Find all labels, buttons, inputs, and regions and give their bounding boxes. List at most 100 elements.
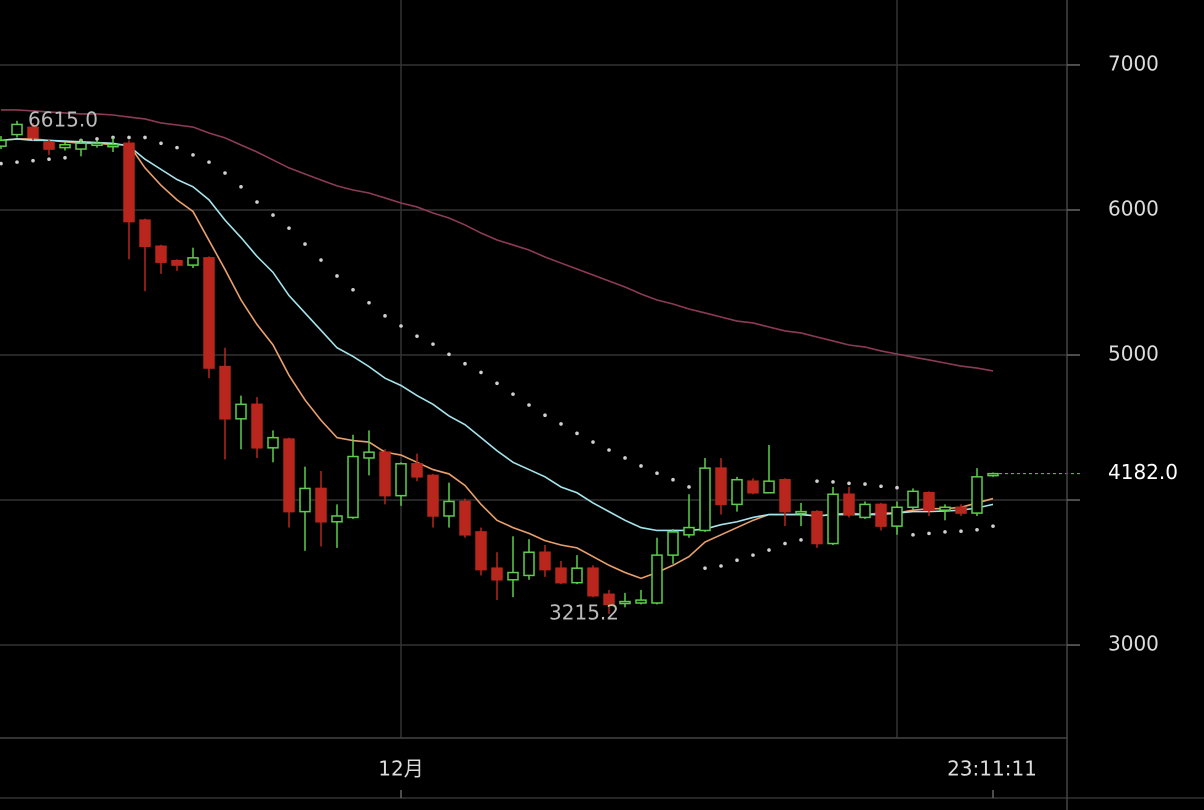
indicator-dot xyxy=(495,381,499,386)
candle-body xyxy=(475,531,487,571)
candle-body xyxy=(923,492,935,511)
indicator-dot xyxy=(63,155,67,160)
indicator-dot xyxy=(895,485,899,490)
candle-body xyxy=(27,126,39,139)
candle-body xyxy=(827,493,839,545)
indicator-dot xyxy=(783,541,787,546)
indicator-dot xyxy=(863,482,867,486)
x-tick-label: 12月 xyxy=(378,757,423,781)
time-label: 23:11:11 xyxy=(947,757,1037,781)
indicator-dot xyxy=(175,145,179,150)
candle-body xyxy=(955,506,967,514)
candle-body xyxy=(811,510,823,545)
candle-body xyxy=(0,139,7,147)
candle-body xyxy=(187,257,199,266)
indicator-dot xyxy=(719,564,723,568)
candle-body xyxy=(875,503,887,527)
indicator-dot xyxy=(607,448,611,452)
candle-body xyxy=(11,123,23,136)
candle-body xyxy=(123,142,135,223)
indicator-dot xyxy=(0,161,3,166)
indicator-dot xyxy=(543,413,547,417)
candle-body xyxy=(91,142,103,147)
y-tick-label: 6000 xyxy=(1108,196,1159,220)
indicator-dot xyxy=(879,484,883,489)
indicator-dot xyxy=(431,342,435,346)
indicator-dot xyxy=(527,403,531,407)
indicator-dot xyxy=(623,456,627,460)
indicator-dot xyxy=(127,135,131,140)
candle-body xyxy=(75,142,87,150)
candle-body xyxy=(331,515,343,523)
candle-body xyxy=(139,219,151,247)
candle-body xyxy=(283,438,295,513)
candle-body xyxy=(43,141,55,150)
indicator-dot xyxy=(159,141,163,146)
candle-body xyxy=(763,480,775,494)
moving-average-line xyxy=(1,109,994,372)
grid xyxy=(0,0,1067,738)
candle-body xyxy=(683,526,695,536)
indicator-dot xyxy=(255,200,259,204)
candle-body xyxy=(555,567,567,584)
indicator-dot xyxy=(735,558,739,563)
indicator-dot xyxy=(15,160,19,164)
indicator-dot xyxy=(991,524,995,528)
candle-body xyxy=(395,463,407,497)
indicator-dot xyxy=(335,274,339,278)
indicator-dot xyxy=(767,548,771,552)
indicator-dot xyxy=(751,553,755,557)
indicator-dot xyxy=(31,158,35,163)
indicator-dot xyxy=(511,392,515,396)
candle-body xyxy=(539,551,551,571)
candle-body xyxy=(779,478,791,513)
indicator-dot xyxy=(959,529,963,534)
indicator-dot xyxy=(559,422,563,426)
indicator-dot xyxy=(671,477,675,482)
candle-body xyxy=(267,436,279,449)
candle-body xyxy=(171,259,183,266)
indicator-dot xyxy=(415,334,419,338)
indicator-dot xyxy=(351,287,355,292)
indicator-dot xyxy=(239,184,243,189)
indicator-dot xyxy=(319,258,323,262)
y-tick-label: 3000 xyxy=(1108,632,1159,656)
indicator-dot xyxy=(191,153,195,157)
candle-body xyxy=(155,245,167,263)
candle-body xyxy=(379,451,391,497)
candle-body xyxy=(299,487,311,513)
candle-body xyxy=(715,467,727,506)
candle-body xyxy=(891,506,903,527)
indicator-dot xyxy=(703,566,707,570)
indicator-dot xyxy=(207,160,211,164)
last-price-label: 4182.0 xyxy=(1108,460,1178,484)
candle-body xyxy=(635,599,647,604)
candle-body xyxy=(219,365,231,420)
low-label: 3215.2 xyxy=(549,600,619,624)
candle-body xyxy=(315,487,327,523)
y-tick-label: 7000 xyxy=(1108,51,1159,75)
candle-body xyxy=(699,467,711,532)
candle-body xyxy=(507,571,519,581)
indicator-dot xyxy=(447,352,451,357)
candle-body xyxy=(443,500,455,517)
indicator-dot xyxy=(47,157,51,162)
candle-body xyxy=(59,143,71,149)
candle-body xyxy=(363,451,375,459)
candle-body xyxy=(731,478,743,506)
candle-body xyxy=(251,403,263,449)
indicator-dot xyxy=(95,137,99,141)
candle-body xyxy=(571,567,583,584)
indicator-dot xyxy=(591,440,595,444)
candle-body xyxy=(907,490,919,509)
candle-body xyxy=(651,554,663,604)
indicator-dot xyxy=(575,431,579,436)
indicator-dot xyxy=(367,300,371,305)
indicator-dot xyxy=(383,314,387,318)
plot: 6615.0 3215.2 xyxy=(0,107,1080,624)
indicator-dot xyxy=(287,226,291,230)
candle-body xyxy=(971,476,983,514)
indicator-dot xyxy=(799,538,803,542)
candle-body xyxy=(491,567,503,581)
